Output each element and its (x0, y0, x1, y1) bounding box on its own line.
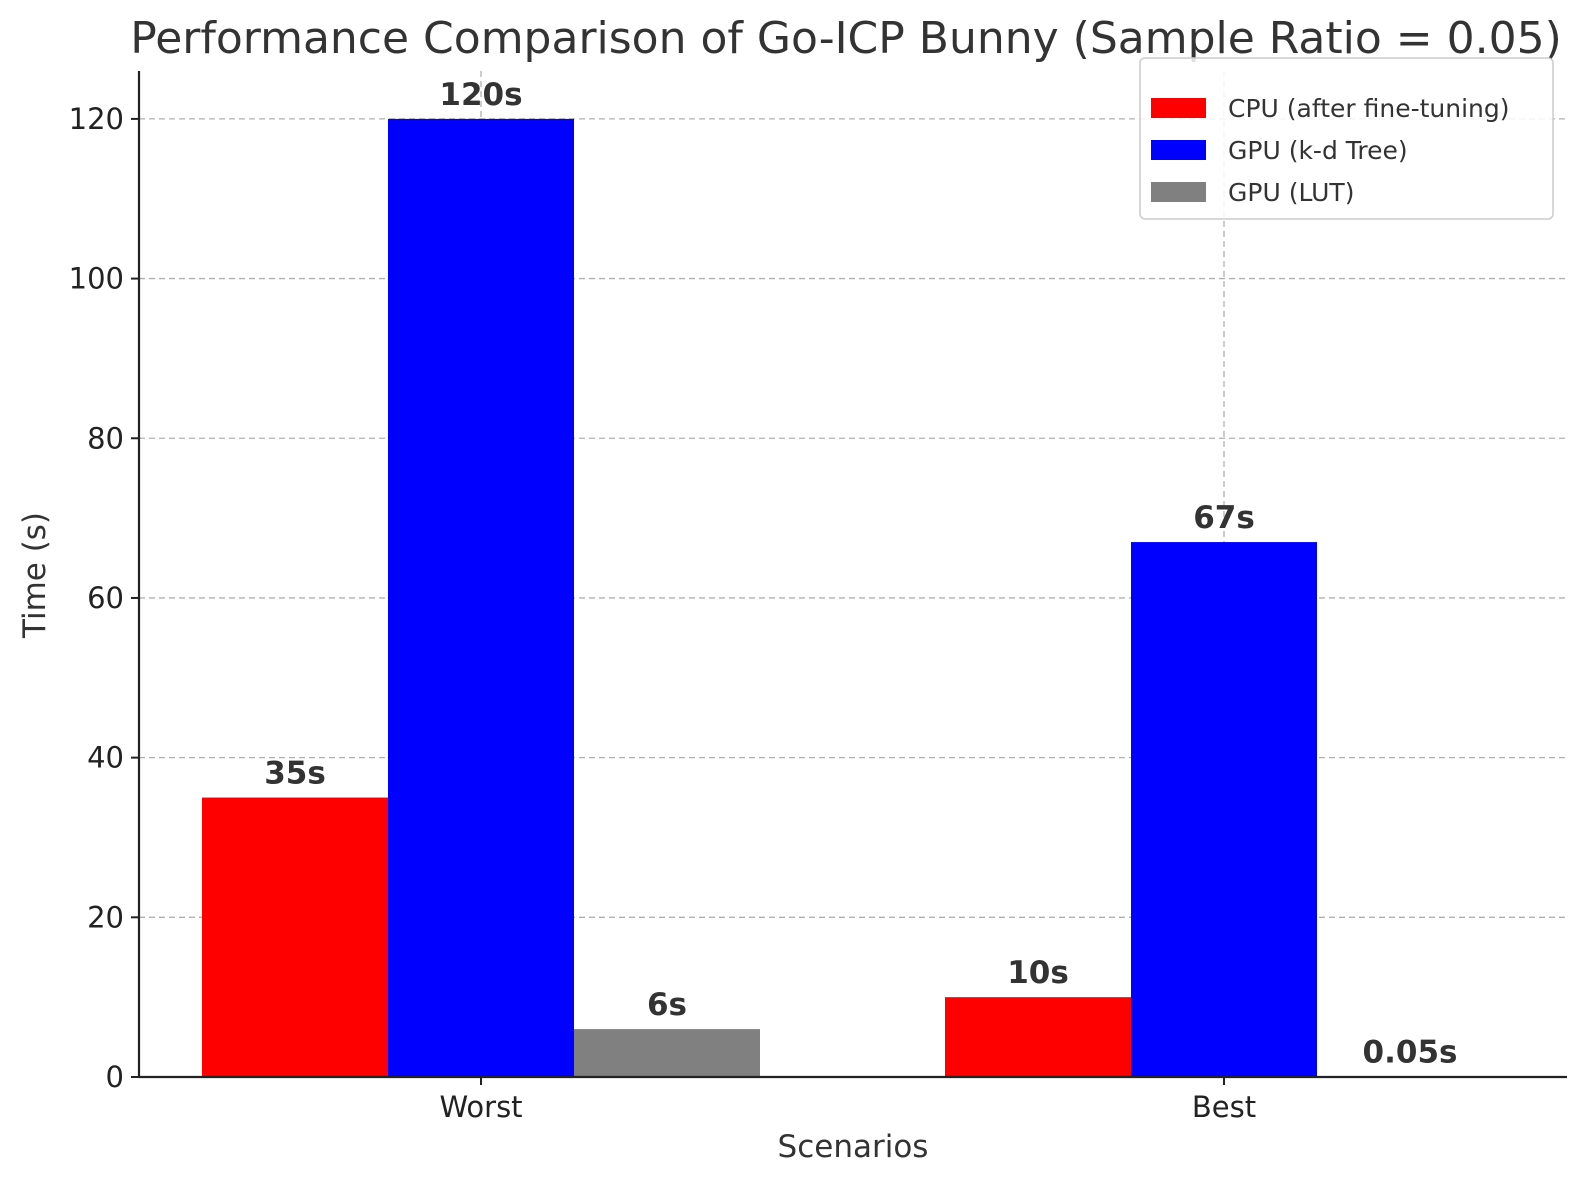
legend-label-cpu: CPU (after fine-tuning) (1228, 94, 1510, 123)
legend-frame (1139, 57, 1554, 220)
bar (202, 797, 388, 1077)
y-tick-label: 60 (87, 581, 124, 615)
legend-label-gpu-kd-tree: GPU (k-d Tree) (1228, 136, 1408, 165)
axes (137, 71, 1567, 1079)
data-label: 0.05s (1363, 1035, 1458, 1071)
bar (945, 997, 1131, 1077)
y-tick-label: 80 (87, 421, 124, 455)
x-tick-label: Worst (439, 1090, 522, 1124)
y-axis-label: Time (s) (17, 512, 53, 639)
y-tick-label: 120 (69, 102, 124, 136)
y-tick-label: 0 (106, 1060, 124, 1094)
bar (388, 118, 574, 1077)
y-tick-label: 20 (87, 900, 124, 934)
chart-title: Performance Comparison of Go-ICP Bunny (… (130, 13, 1562, 64)
data-label: 120s (439, 77, 522, 113)
data-label: 35s (264, 756, 326, 792)
ticks: 0 20 40 60 80 100 120 Worst Best (69, 102, 1256, 1124)
bar (1131, 542, 1317, 1077)
x-axis-label: Scenarios (778, 1129, 929, 1165)
bar (574, 1029, 760, 1077)
legend: CPU (after fine-tuning) GPU (k-d Tree) G… (1139, 57, 1554, 220)
y-tick-label: 100 (69, 262, 124, 296)
legend-swatch-cpu (1151, 98, 1206, 118)
data-labels: 35s 10s 120s 67s 6s 0.05s (264, 77, 1457, 1071)
x-tick-label: Best (1192, 1090, 1256, 1124)
legend-label-gpu-lut: GPU (LUT) (1228, 178, 1354, 207)
legend-swatch-gpu-lut (1151, 182, 1206, 202)
legend-swatch-gpu-kd-tree (1151, 140, 1206, 160)
data-label: 6s (647, 987, 687, 1023)
bars (202, 118, 1503, 1077)
data-label: 10s (1007, 955, 1069, 991)
y-tick-label: 40 (87, 741, 124, 775)
data-label: 67s (1193, 500, 1255, 536)
